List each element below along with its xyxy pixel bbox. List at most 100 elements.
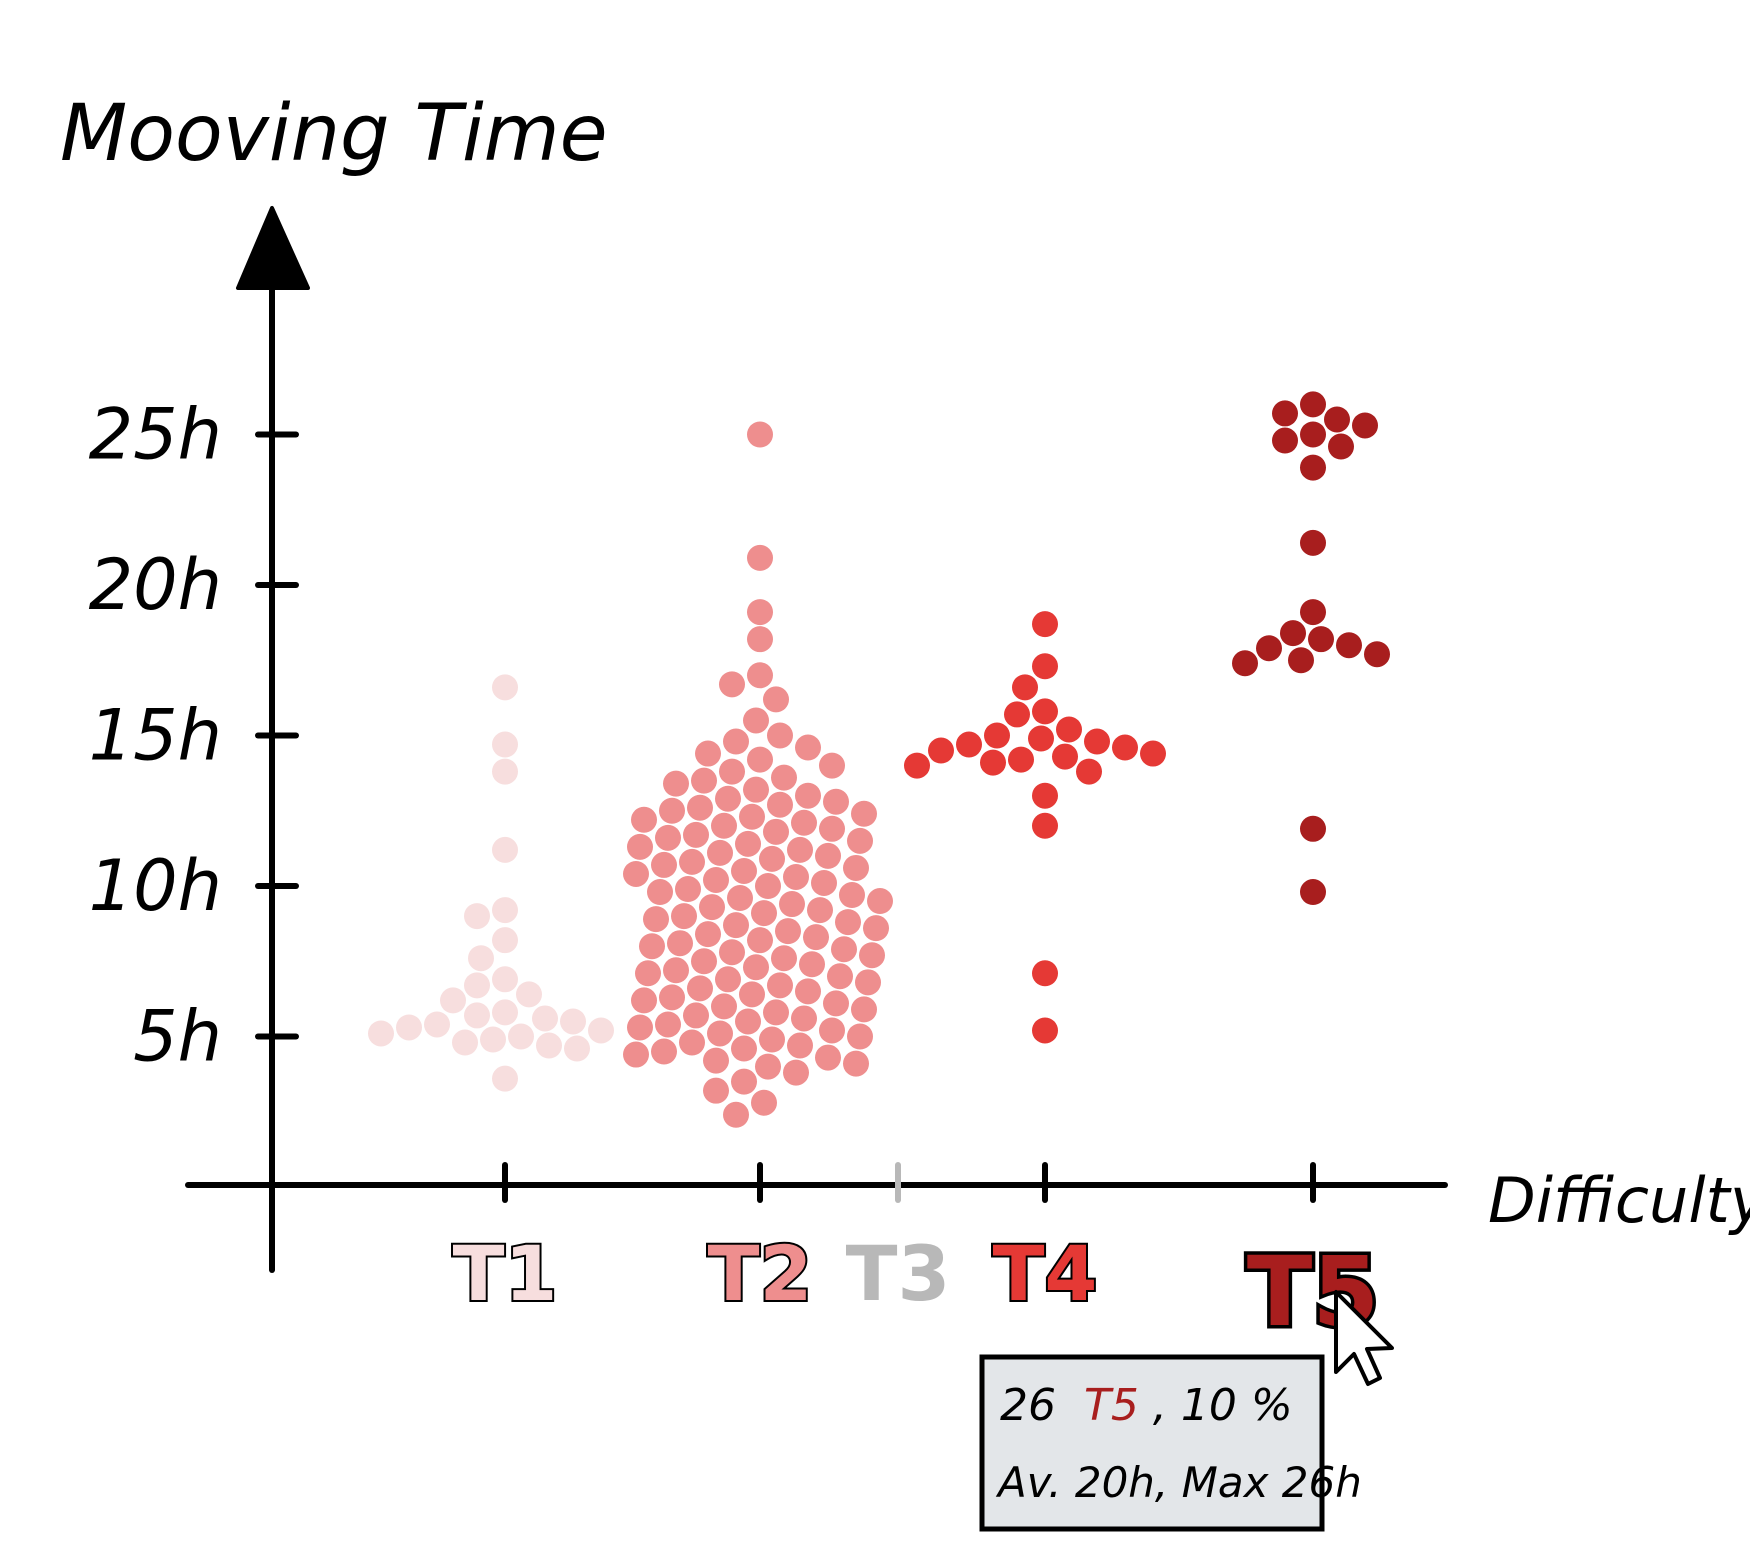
data-point-t2 xyxy=(851,800,877,827)
data-point-t1 xyxy=(536,1032,562,1059)
data-point-t1 xyxy=(464,972,490,999)
data-point-t4 xyxy=(1140,740,1166,767)
data-point-t4 xyxy=(1112,734,1138,761)
data-point-t2 xyxy=(715,966,741,993)
data-point-t4 xyxy=(1084,728,1110,755)
data-point-t4 xyxy=(1032,1017,1058,1044)
data-point-t5 xyxy=(1300,421,1326,448)
data-point-t2 xyxy=(635,960,661,987)
tooltip: 26 T5 , 10 % Av. 20h, Max 26h xyxy=(979,1354,1362,1532)
data-point-t1 xyxy=(492,731,518,758)
y-tick-label: 5h xyxy=(133,996,222,1078)
data-point-t2 xyxy=(687,975,713,1002)
tooltip-category: T5 xyxy=(1084,1380,1139,1431)
data-point-t4 xyxy=(1028,725,1054,752)
data-point-t2 xyxy=(719,758,745,785)
data-point-t2 xyxy=(815,1044,841,1071)
data-point-t5 xyxy=(1336,632,1362,659)
data-point-t2 xyxy=(731,1035,757,1062)
cursor-icon xyxy=(1334,1290,1394,1386)
data-point-t2 xyxy=(747,544,773,571)
data-point-t2 xyxy=(823,990,849,1017)
data-point-t5 xyxy=(1256,635,1282,662)
data-point-t2 xyxy=(739,981,765,1008)
data-point-t2 xyxy=(711,993,737,1020)
data-point-t2 xyxy=(679,848,705,875)
tooltip-share: , 10 % xyxy=(1153,1380,1293,1431)
data-point-t5 xyxy=(1324,406,1350,433)
data-point-t2 xyxy=(647,879,673,906)
data-point-t2 xyxy=(743,776,769,803)
data-point-t4 xyxy=(1032,698,1058,725)
category-tab-t2[interactable]: T2 xyxy=(706,1227,815,1320)
data-point-t2 xyxy=(787,836,813,863)
data-point-t2 xyxy=(655,1011,681,1038)
data-point-t5 xyxy=(1232,650,1258,677)
data-point-t5 xyxy=(1272,400,1298,427)
data-point-t2 xyxy=(751,1089,777,1116)
tooltip-count: 26 xyxy=(1000,1380,1056,1431)
data-point-t2 xyxy=(867,888,893,915)
data-point-t4 xyxy=(1076,758,1102,785)
data-point-t2 xyxy=(843,854,869,881)
data-point-t4 xyxy=(1012,674,1038,701)
data-point-t2 xyxy=(691,948,717,975)
data-point-t2 xyxy=(819,1017,845,1044)
data-point-t2 xyxy=(703,866,729,893)
data-point-t4 xyxy=(1008,746,1034,773)
data-point-t5 xyxy=(1300,815,1326,842)
data-point-t1 xyxy=(560,1008,586,1035)
data-point-t2 xyxy=(663,957,689,984)
x-axis-title: Difficulty xyxy=(1488,1164,1750,1237)
data-point-t5 xyxy=(1364,641,1390,668)
data-point-t2 xyxy=(631,987,657,1014)
data-point-t4 xyxy=(1032,960,1058,987)
data-point-t2 xyxy=(659,797,685,824)
data-point-t2 xyxy=(715,785,741,812)
data-point-t4 xyxy=(980,749,1006,776)
data-point-t2 xyxy=(847,1023,873,1050)
data-point-t2 xyxy=(679,1029,705,1056)
tooltip-box xyxy=(979,1354,1325,1532)
data-point-t1 xyxy=(492,927,518,954)
data-point-t4 xyxy=(1032,611,1058,638)
data-point-t2 xyxy=(707,839,733,866)
y-axis-title: Mooving Time xyxy=(60,89,608,179)
data-point-t2 xyxy=(655,824,681,851)
data-point-t2 xyxy=(627,1014,653,1041)
data-point-t2 xyxy=(627,833,653,860)
data-point-t2 xyxy=(743,954,769,981)
category-tab-t1[interactable]: T1 xyxy=(451,1227,560,1320)
data-point-t2 xyxy=(743,707,769,734)
data-point-t2 xyxy=(799,951,825,978)
data-point-t2 xyxy=(747,927,773,954)
data-point-t2 xyxy=(699,894,725,921)
data-point-t2 xyxy=(667,930,693,957)
data-point-t2 xyxy=(723,1101,749,1128)
data-point-t2 xyxy=(863,915,889,942)
data-point-t1 xyxy=(516,981,542,1008)
data-point-t5 xyxy=(1300,599,1326,626)
data-point-t2 xyxy=(675,876,701,903)
data-point-t2 xyxy=(783,1059,809,1086)
data-point-t2 xyxy=(695,921,721,948)
data-point-t2 xyxy=(735,830,761,857)
category-tab-t3[interactable]: T3 xyxy=(846,1229,951,1318)
data-point-t2 xyxy=(659,984,685,1011)
data-point-t1 xyxy=(508,1023,534,1050)
data-point-t2 xyxy=(651,1038,677,1065)
data-point-t2 xyxy=(791,1005,817,1032)
data-point-t2 xyxy=(703,1077,729,1104)
data-point-t2 xyxy=(859,942,885,969)
category-tab-t4[interactable]: T4 xyxy=(991,1227,1100,1320)
data-point-t2 xyxy=(683,821,709,848)
data-point-t5 xyxy=(1300,454,1326,481)
data-point-t2 xyxy=(839,882,865,909)
data-point-t2 xyxy=(771,764,797,791)
data-point-t2 xyxy=(751,900,777,927)
data-point-t2 xyxy=(623,1041,649,1068)
data-point-t2 xyxy=(783,863,809,890)
data-point-t1 xyxy=(424,1011,450,1038)
data-point-t2 xyxy=(843,1050,869,1077)
